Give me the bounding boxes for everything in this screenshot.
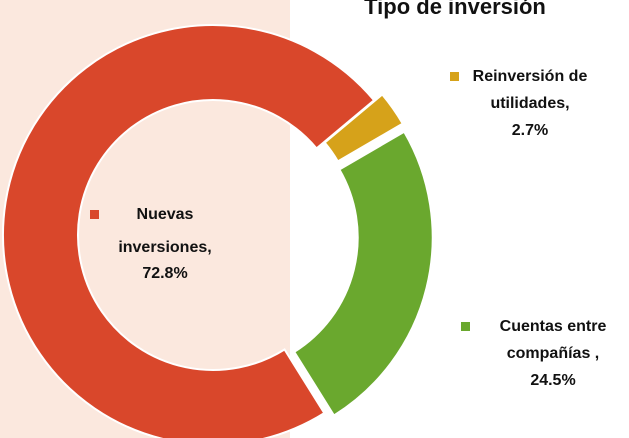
data-label: compañías , — [507, 345, 599, 362]
data-label: utilidades, — [490, 95, 569, 112]
data-label: Cuentas entre — [500, 318, 607, 335]
legend-marker — [90, 210, 99, 219]
data-label: 2.7% — [512, 122, 548, 139]
legend-marker — [461, 322, 470, 331]
data-label: Nuevas — [137, 206, 194, 223]
data-label: 72.8% — [142, 265, 187, 282]
chart-title: Tipo de inversión — [364, 0, 546, 19]
legend-marker — [450, 72, 459, 81]
data-label: Reinversión de — [473, 68, 588, 85]
donut-slice — [323, 93, 405, 163]
data-label: inversiones, — [118, 239, 211, 256]
data-label: 24.5% — [530, 372, 575, 389]
donut-slice — [2, 24, 376, 438]
donut-slice — [292, 130, 434, 417]
